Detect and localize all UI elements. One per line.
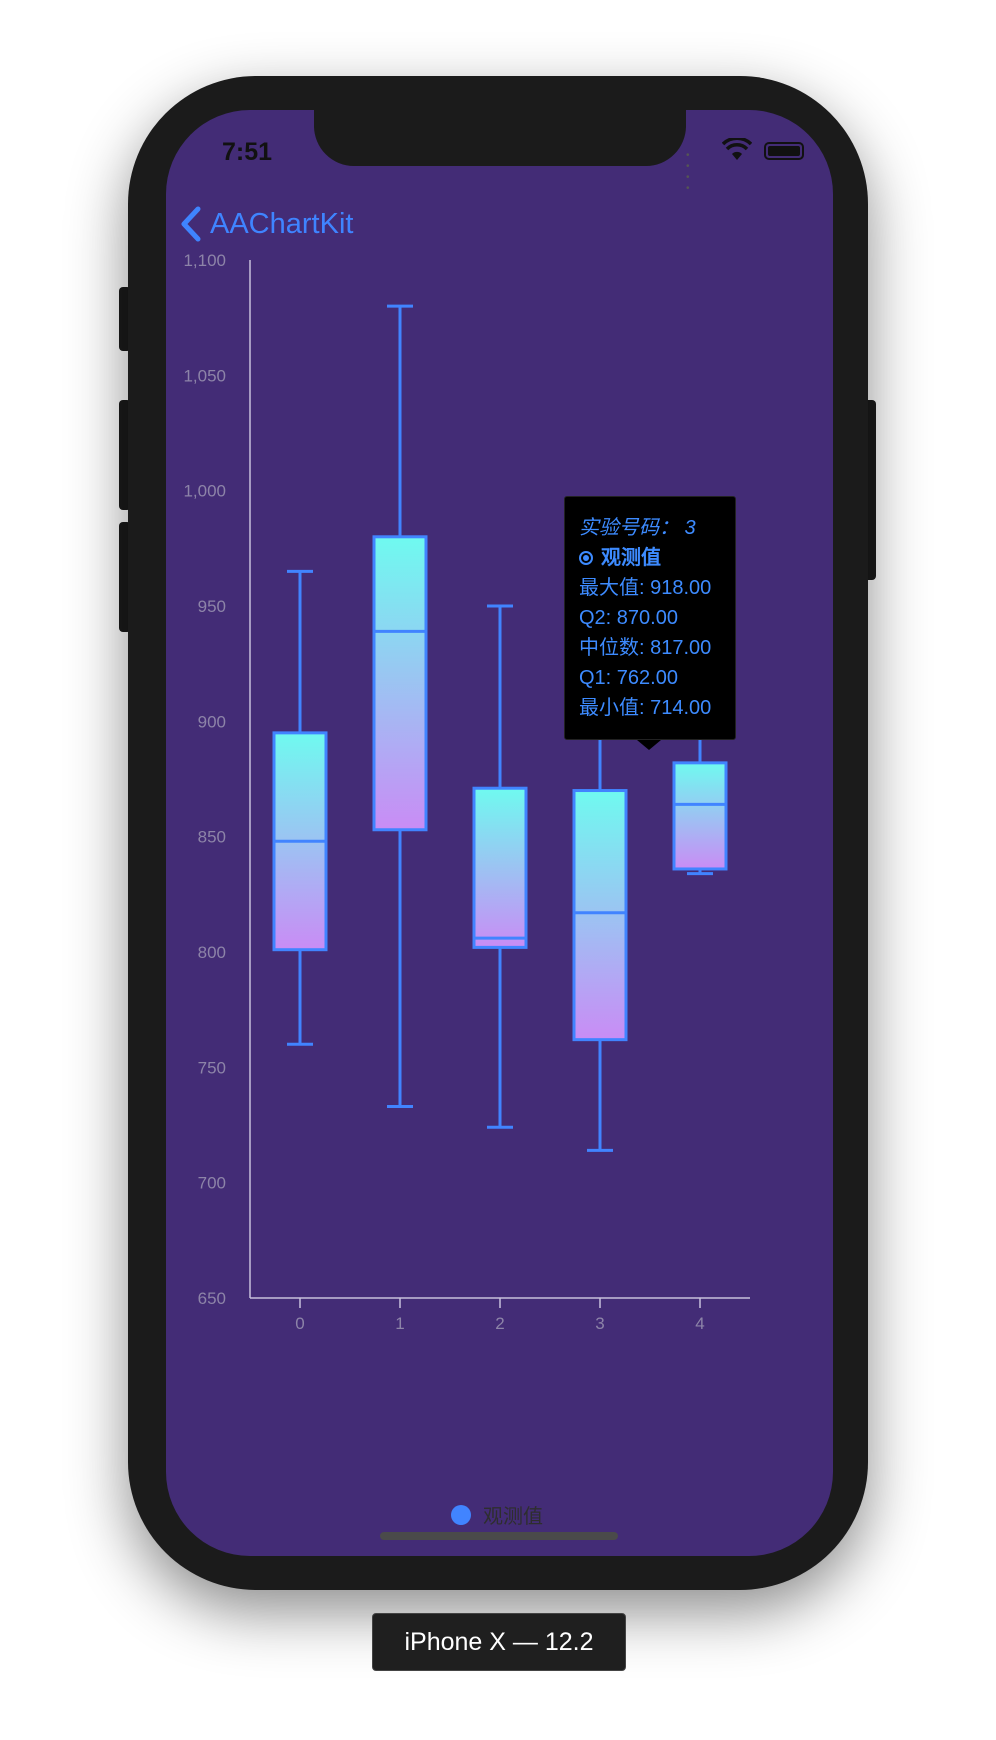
- tooltip-line-q1: Q1: 762.00: [579, 667, 678, 689]
- tooltip: 实验号码： 3 观测值 最大值: 918.00 Q2: 870.00 中位数: …: [564, 496, 736, 740]
- box-iqr: [572, 789, 628, 1042]
- notch: [314, 110, 686, 166]
- y-tick-label: 700: [198, 1174, 226, 1193]
- status-time: 7:51: [222, 138, 273, 166]
- y-tick-label: 800: [198, 943, 226, 962]
- legend-item[interactable]: 观测值: [451, 1500, 543, 1529]
- tooltip-line-max: 最大值: 918.00: [579, 577, 712, 599]
- y-tick-label: 750: [198, 1058, 226, 1077]
- x-tick-label: 0: [295, 1314, 304, 1333]
- legend-dot-icon: [451, 1504, 471, 1525]
- tooltip-series: 观测值: [579, 543, 721, 573]
- tooltip-line-min: 最小值: 714.00: [579, 697, 712, 719]
- tooltip-title: 实验号码： 3: [579, 517, 696, 539]
- tooltip-line-q3: Q2: 870.00: [579, 607, 678, 629]
- box-iqr: [372, 535, 428, 832]
- home-indicator[interactable]: [380, 1532, 618, 1540]
- box-iqr: [672, 761, 728, 871]
- y-tick-label: 850: [198, 828, 226, 847]
- signal-icon: • • • •: [686, 150, 691, 194]
- y-tick-label: 1,000: [183, 482, 226, 501]
- tooltip-series-name: 观测值: [601, 547, 661, 569]
- wifi-icon: [722, 138, 752, 160]
- y-tick-label: 900: [198, 712, 226, 731]
- x-tick-label: 4: [695, 1314, 704, 1333]
- x-tick-label: 3: [595, 1314, 604, 1333]
- legend-label: 观测值: [483, 1506, 543, 1528]
- phone-screen: 7:51 • • • • AAChartKit 650 700 750 800 850 9…: [166, 110, 833, 1556]
- x-tick-label: 2: [495, 1314, 504, 1333]
- y-tick-label: 650: [198, 1289, 226, 1308]
- x-tick-label: 1: [395, 1314, 404, 1333]
- box-iqr: [472, 786, 528, 949]
- chevron-left-icon: [181, 206, 201, 242]
- boxplot-chart: 650 700 750 800 850 900 950 1,000 1,050 1,100 0 1 2 3…: [183, 251, 750, 1333]
- back-label: AAChartKit: [210, 207, 354, 240]
- y-tick-label: 1,100: [183, 251, 226, 270]
- tooltip-arrow: [637, 740, 661, 750]
- device-label: iPhone X — 12.2: [372, 1613, 626, 1671]
- tooltip-line-median: 中位数: 817.00: [579, 637, 712, 659]
- y-tick-label: 1,050: [183, 366, 226, 385]
- radio-dot-icon: [579, 551, 593, 565]
- battery-icon: [764, 142, 804, 160]
- y-tick-label: 950: [198, 597, 226, 616]
- back-button[interactable]: AAChartKit: [178, 206, 353, 242]
